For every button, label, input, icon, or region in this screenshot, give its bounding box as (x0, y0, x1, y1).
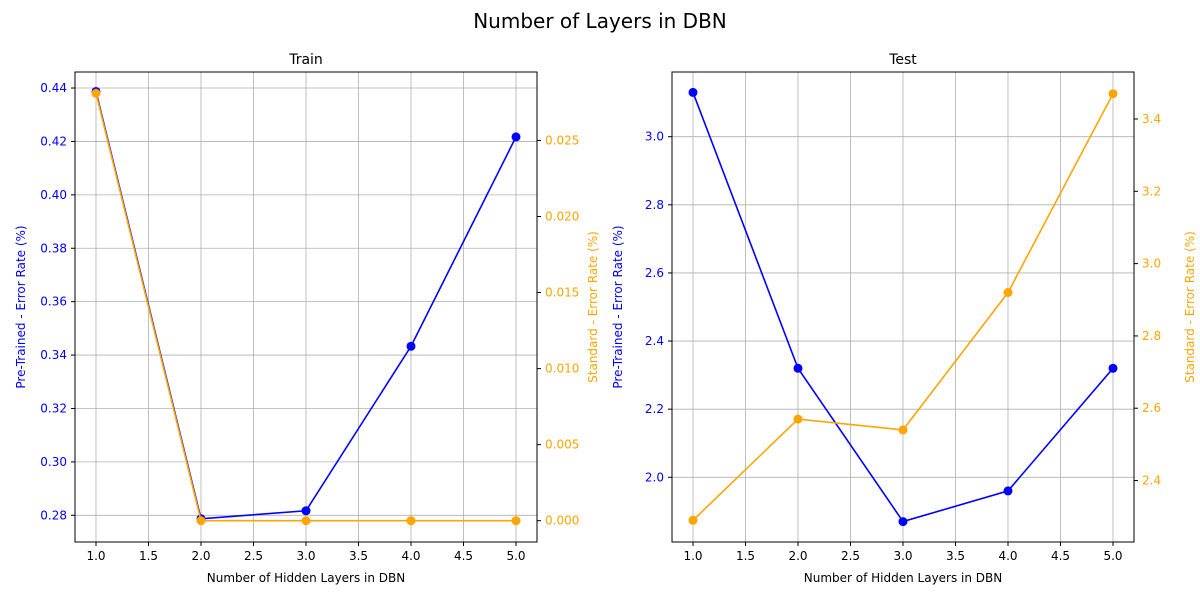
test-x-tick-label: 4.0 (998, 549, 1017, 563)
test-left-y-tick-label: 2.6 (645, 266, 664, 280)
train-right-y-tick-label: 0.025 (545, 133, 579, 147)
train-left-y-tick-label: 0.38 (40, 241, 67, 255)
train-right-y-tick-label: 0.005 (545, 438, 579, 452)
test-x-tick-label: 3.5 (946, 549, 965, 563)
train-left-y-tick-label: 0.30 (40, 455, 67, 469)
train-series-standard-point (301, 516, 311, 526)
train-series-standard-point (91, 88, 101, 98)
test-series-standard-point (1003, 288, 1013, 298)
train-left-y-tick-label: 0.36 (40, 295, 67, 309)
train-x-tick-label: 2.5 (244, 549, 263, 563)
train-left-y-tick-label: 0.42 (40, 134, 67, 148)
test-right-y-tick-label: 2.8 (1142, 329, 1161, 343)
train-x-tick-label: 4.5 (454, 549, 473, 563)
train-left-y-tick-label: 0.28 (40, 508, 67, 522)
train-left-y-tick-label: 0.40 (40, 188, 67, 202)
test-x-tick-label: 5.0 (1103, 549, 1122, 563)
train-left-y-tick-label: 0.32 (40, 401, 67, 415)
test-series-pretrained-point (688, 87, 698, 97)
train-left-y-tick-label: 0.44 (40, 81, 67, 95)
train-right-y-tick-label: 0.020 (545, 209, 579, 223)
test-left-y-axis-label: Pre-Trained - Error Rate (%) (611, 225, 625, 388)
train-right-y-tick-label: 0.010 (545, 362, 579, 376)
test-series-standard-point (793, 414, 803, 424)
figure-title: Number of Layers in DBN (473, 9, 727, 33)
test-x-tick-label: 3.0 (893, 549, 912, 563)
train-x-tick-label: 3.0 (296, 549, 315, 563)
test-x-tick-label: 2.5 (841, 549, 860, 563)
test-x-tick-label: 1.0 (683, 549, 702, 563)
train-series-pretrained-point (511, 132, 521, 142)
train-left-y-axis-label: Pre-Trained - Error Rate (%) (14, 225, 28, 388)
test-subplot-title: Test (888, 52, 917, 68)
test-series-standard-point (1108, 89, 1118, 99)
test-series-standard-point (688, 515, 698, 525)
train-x-tick-label: 1.0 (86, 549, 105, 563)
test-right-y-tick-label: 2.4 (1142, 474, 1161, 488)
test-x-axis-label: Number of Hidden Layers in DBN (804, 571, 1003, 585)
test-series-pretrained-point (898, 517, 908, 527)
test-x-tick-label: 1.5 (736, 549, 755, 563)
train-x-tick-label: 2.0 (191, 549, 210, 563)
train-series-pretrained-point (301, 506, 311, 516)
train-x-tick-label: 1.5 (139, 549, 158, 563)
train-right-y-axis-label: Standard - Error Rate (%) (586, 231, 600, 383)
test-left-y-tick-label: 2.2 (645, 402, 664, 416)
train-series-standard-point (511, 516, 521, 526)
train-panel: 1.0 1.5 2.0 2.5 3.0 3.5 4.0 4.5 5.0 0.28 0.30 0.32 0… (14, 52, 600, 585)
train-x-tick-label: 5.0 (506, 549, 525, 563)
train-right-y-tick-label: 0.015 (545, 286, 579, 300)
test-x-tick-label: 2.0 (788, 549, 807, 563)
test-right-y-tick-label: 3.4 (1142, 112, 1161, 126)
test-series-pretrained-point (1108, 363, 1118, 373)
test-left-y-tick-label: 2.8 (645, 198, 664, 212)
test-left-y-tick-label: 2.4 (645, 334, 664, 348)
train-left-y-tick-label: 0.34 (40, 348, 67, 362)
test-x-tick-label: 4.5 (1051, 549, 1070, 563)
test-left-y-tick-label: 3.0 (645, 130, 664, 144)
train-right-y-tick-label: 0.000 (545, 514, 579, 528)
train-subplot-title: Train (288, 52, 323, 68)
train-series-standard-point (406, 516, 416, 526)
test-right-y-tick-label: 3.2 (1142, 184, 1161, 198)
train-series-pretrained-point (406, 341, 416, 351)
test-right-y-tick-label: 2.6 (1142, 401, 1161, 415)
train-x-axis-label: Number of Hidden Layers in DBN (207, 571, 406, 585)
test-right-y-axis-label: Standard - Error Rate (%) (1183, 231, 1197, 383)
test-right-y-tick-label: 3.0 (1142, 257, 1161, 271)
test-series-standard-point (898, 425, 908, 435)
test-left-y-tick-label: 2.0 (645, 470, 664, 484)
test-series-pretrained-point (793, 363, 803, 373)
train-series-standard-point (196, 516, 206, 526)
test-series-pretrained-point (1003, 486, 1013, 496)
train-x-tick-label: 3.5 (349, 549, 368, 563)
train-x-tick-label: 4.0 (401, 549, 420, 563)
test-panel: 1.0 1.5 2.0 2.5 3.0 3.5 4.0 4.5 5.0 2.0 2.2 2.4 2.6 2… (611, 52, 1197, 585)
